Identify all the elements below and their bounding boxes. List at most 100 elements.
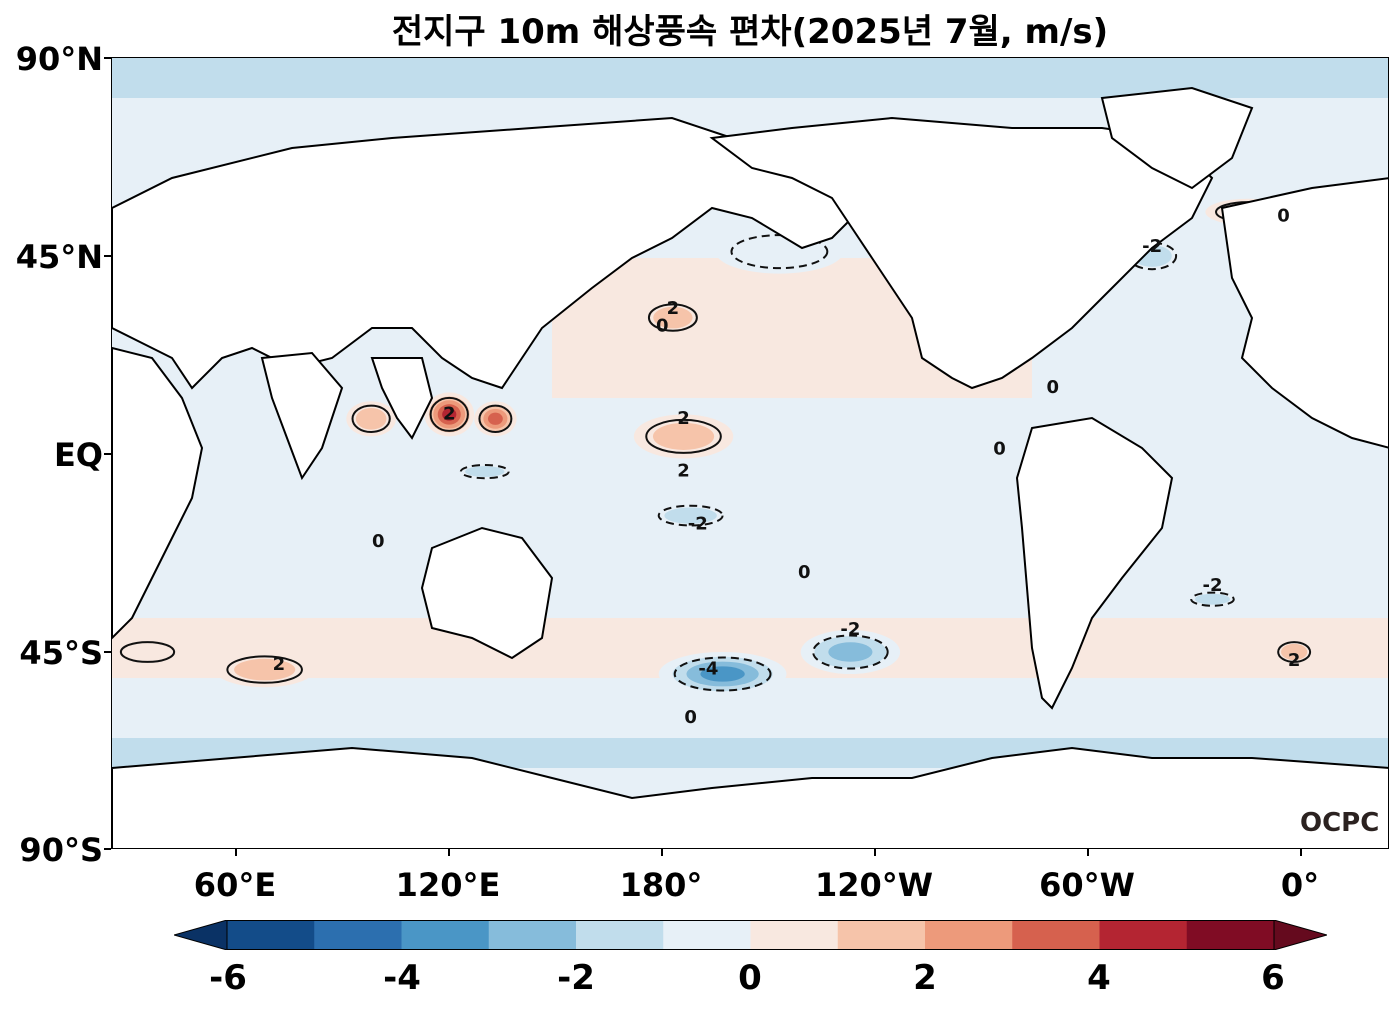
- colorbar-segment-2: [401, 920, 490, 950]
- anomaly-region-15-level-2: [1281, 643, 1308, 661]
- contour-label-16: 0: [684, 707, 697, 728]
- colorbar-segment-5: [663, 920, 751, 950]
- figure-title: 전지구 10m 해상풍속 편차(2025년 7월, m/s): [391, 12, 1109, 52]
- colorbar-over-extend: [1273, 920, 1327, 950]
- lon-tick-60w: [1087, 849, 1089, 856]
- anomaly-region-7: [633, 414, 734, 459]
- anomaly-region-3: [474, 401, 517, 437]
- colorbar-frame: [226, 920, 1275, 950]
- land-eurasia: [112, 116, 874, 390]
- contour-label-12: 0: [798, 562, 811, 583]
- colorbar-label-neg4: -4: [383, 958, 421, 998]
- anomaly-region-0: [214, 652, 315, 688]
- colorbar-segment-6: [750, 920, 839, 950]
- anomaly-region-16: [1184, 590, 1241, 608]
- colorbar-label-neg2: -2: [557, 958, 595, 998]
- colorbar-segment-11: [1186, 920, 1275, 950]
- anomaly-region-0-level-2: [234, 658, 296, 681]
- lon-label-60w: 60°W: [1039, 866, 1135, 904]
- colorbar-segment-10: [1099, 920, 1188, 950]
- lon-label-120e: 120°E: [395, 866, 501, 904]
- contour-label-15: 0: [372, 531, 385, 552]
- lon-label-0: 0°: [1280, 866, 1320, 904]
- anomaly-contour-4: [351, 404, 391, 433]
- anomaly-region-12-level-4: [700, 666, 745, 682]
- contour-label-10: -2: [1203, 575, 1223, 596]
- contour-label-8: -2: [1142, 236, 1162, 257]
- anomaly-contour-1: [119, 641, 176, 663]
- colorbar-segment-4: [576, 920, 664, 950]
- land-australia: [420, 526, 554, 660]
- lat-tick-eq: [104, 453, 111, 455]
- anomaly-region-2-level-5: [442, 408, 457, 421]
- contour-label-7: -2: [840, 619, 860, 640]
- anomaly-contour-2: [429, 396, 469, 432]
- anomaly-region-8: [648, 502, 734, 529]
- anomaly-region-3-level-4: [487, 412, 503, 425]
- colorbar-label-neg6: -6: [209, 958, 247, 998]
- anomaly-contour-7: [645, 418, 722, 454]
- contour-label-11: 0: [656, 315, 669, 336]
- lat-label-eq: EQ: [53, 436, 103, 474]
- contour-label-1: 2: [443, 403, 456, 424]
- lon-label-120w: 120°W: [814, 866, 934, 904]
- land-north-america: [709, 116, 1214, 390]
- lon-tick-120e: [448, 849, 450, 856]
- land-europe-africa-east: [1220, 177, 1388, 449]
- anomaly-region-4-level-2: [355, 407, 387, 430]
- contour-label-9: 2: [1288, 650, 1301, 671]
- colorbar-label-2: 2: [913, 958, 937, 998]
- wind-anomaly-map: 2 2 2 2 2 -2 -4 -2 -2 2 -2 0 0 0 0 0 0 0: [112, 58, 1388, 848]
- anomaly-region-7-level-2: [652, 422, 715, 450]
- anomaly-region-13-level-3: [828, 642, 873, 662]
- anomaly-region-6-level-2: [465, 466, 505, 478]
- contour-label-4: 2: [667, 298, 680, 319]
- land-south-america: [1015, 416, 1174, 710]
- ocpc-logo: OCPC: [1300, 808, 1380, 838]
- colorbar-segment-0: [227, 920, 315, 950]
- anomaly-contour-8: [657, 504, 724, 527]
- colorbar-label-6: 6: [1261, 958, 1285, 998]
- colorbar-segment-7: [837, 920, 926, 950]
- anomaly-region-1: [112, 638, 183, 666]
- lat-label-45s: 45°S: [19, 634, 103, 672]
- anomaly-region-9: [640, 300, 705, 336]
- lon-tick-0: [1300, 849, 1302, 856]
- contour-label-2: 2: [677, 408, 690, 429]
- land-greenland: [1100, 86, 1254, 190]
- anomaly-contour-12: [673, 656, 772, 692]
- contour-label-17: 0: [1277, 205, 1290, 226]
- lat-tick-90n: [104, 57, 111, 59]
- land-masses: [112, 86, 1388, 848]
- contour-labels: 2 2 2 2 2 -2 -4 -2 -2 2 -2 0 0 0 0 0 0 0: [273, 205, 1301, 728]
- anomaly-contour-3: [478, 404, 513, 433]
- colorbar-label-4: 4: [1087, 958, 1111, 998]
- anomaly-region-8-level-2: [664, 507, 717, 524]
- anomaly-region-12: [658, 652, 787, 696]
- colorbar-segment-3: [488, 920, 577, 950]
- anomaly-regions: [112, 198, 1316, 696]
- lon-label-180: 180°: [619, 866, 703, 904]
- lat-label-45n: 45°N: [15, 238, 103, 276]
- anomaly-region-2: [424, 392, 475, 437]
- anomaly-contour-6: [459, 464, 510, 480]
- land-india: [260, 351, 344, 481]
- anomaly-contour-0: [226, 655, 303, 684]
- anomaly-contour-9: [647, 303, 698, 332]
- lat-tick-45s: [104, 651, 111, 653]
- colorbar-segment-9: [1012, 920, 1100, 950]
- anomaly-region-15: [1272, 638, 1316, 666]
- contour-label-3: 2: [677, 461, 690, 482]
- anomaly-region-13: [800, 630, 901, 674]
- anomaly-region-9-level-2: [653, 306, 693, 329]
- anomaly-contour-13: [812, 634, 889, 670]
- contour-label-5: -2: [688, 513, 708, 534]
- lon-tick-180: [661, 849, 663, 856]
- contour-label-13: 0: [1046, 377, 1059, 398]
- lon-tick-120w: [874, 849, 876, 856]
- colorbar: [174, 920, 1327, 950]
- contour-label-14: 0: [993, 439, 1006, 460]
- anomaly-contour-16: [1190, 591, 1235, 607]
- map-panel: 2 2 2 2 2 -2 -4 -2 -2 2 -2 0 0 0 0 0 0 0: [111, 57, 1389, 849]
- anomaly-contour-15: [1277, 641, 1312, 663]
